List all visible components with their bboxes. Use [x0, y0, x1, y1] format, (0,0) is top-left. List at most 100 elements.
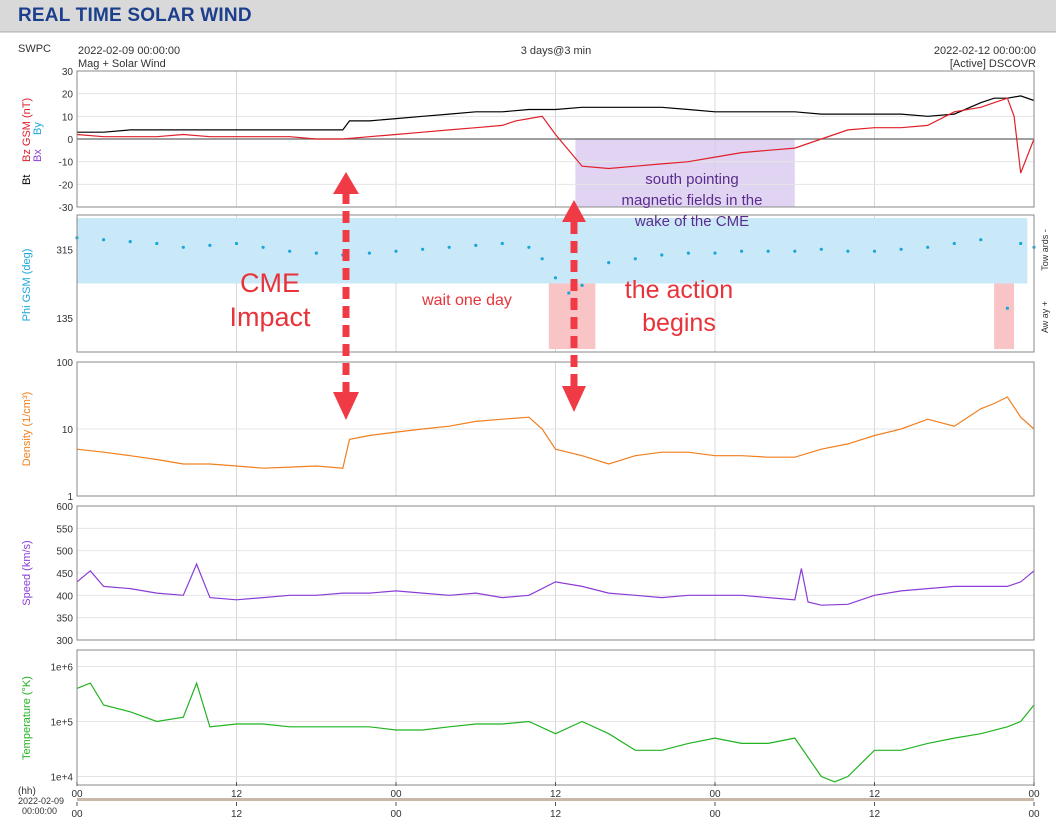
- annot-cme-line1: CME: [240, 268, 300, 298]
- mag-ytick: -10: [59, 158, 74, 169]
- bt-line: [77, 95, 1035, 133]
- xtick-top: 00: [71, 789, 83, 800]
- phi-point: [952, 241, 956, 246]
- density-ytick: 10: [62, 425, 74, 436]
- impact-arrow: [333, 172, 359, 420]
- phi-point: [314, 251, 318, 255]
- temp-ytick: 1e+5: [50, 718, 73, 729]
- phi-point: [872, 249, 877, 253]
- annot-south-line3: wake of the CME: [634, 213, 749, 230]
- annot-cme-line2: Impact: [229, 302, 311, 332]
- temp-ytick: 1e+6: [50, 663, 73, 674]
- annotations: CME Impact wait one day the action begin…: [229, 171, 762, 420]
- xaxis-label: (hh): [18, 786, 36, 797]
- xtick-bottom: 12: [550, 809, 562, 820]
- xtick-bottom: 12: [869, 809, 881, 820]
- phi-point: [607, 261, 611, 265]
- xaxis-date: 2022-02-09: [18, 796, 64, 806]
- phi-point: [633, 257, 637, 261]
- mag-ytick: 20: [62, 90, 74, 101]
- phi-point: [766, 249, 770, 253]
- xtick-top: 12: [869, 789, 881, 800]
- density-line: [76, 396, 1035, 469]
- xtick-top: 00: [390, 789, 402, 800]
- ylabel-phi: Phi GSM (deg): [21, 249, 33, 322]
- phi-point: [474, 243, 478, 247]
- panel-frame-1: [76, 214, 1035, 353]
- phi-point: [181, 245, 185, 249]
- phi-ytick: 315: [56, 245, 73, 256]
- phi-point: [421, 247, 425, 251]
- xtick-top: 12: [550, 789, 562, 800]
- phi-point: [102, 238, 106, 242]
- phi-point: [394, 249, 398, 253]
- xtick-top: 00: [1028, 789, 1040, 800]
- phi-away-label: Aw ay +: [1040, 301, 1050, 333]
- phi-point: [926, 245, 930, 249]
- page-banner: REAL TIME SOLAR WIND: [0, 0, 1056, 32]
- density-ytick: 100: [56, 358, 73, 369]
- bz-south-shade: [575, 139, 795, 207]
- phi-point: [367, 251, 371, 255]
- phi-point: [540, 257, 544, 261]
- xtick-top: 12: [231, 789, 243, 800]
- xtick-top: 00: [709, 789, 721, 800]
- annot-action-line2: begins: [642, 309, 716, 337]
- xtick-bottom: 00: [390, 809, 402, 820]
- phi-point: [567, 291, 571, 295]
- xtick-bottom: 00: [71, 809, 83, 820]
- phi-point: [208, 243, 212, 247]
- panel-axes: 3020100-10-20-30315135100101600550500450…: [50, 67, 1040, 820]
- phi-point: [288, 249, 292, 253]
- ylabel-temperature: Temperature (°K): [21, 676, 33, 760]
- speed-ytick: 450: [56, 569, 73, 580]
- phi-point: [793, 249, 797, 253]
- mag-ytick: -30: [59, 203, 74, 214]
- xtick-bottom: 12: [231, 809, 243, 820]
- phi-point: [713, 251, 717, 255]
- panel-frame-0: [76, 70, 1035, 208]
- page-title: REAL TIME SOLAR WIND: [18, 5, 252, 26]
- temperature-line: [76, 681, 1035, 783]
- phi-point: [686, 251, 691, 255]
- header-span: 3 days@3 min: [521, 45, 591, 57]
- speed-ytick: 300: [56, 636, 73, 647]
- phi-point: [979, 238, 983, 242]
- phi-point: [261, 245, 265, 249]
- header-product: Mag + Solar Wind: [78, 58, 166, 70]
- speed-ytick: 600: [56, 502, 73, 513]
- speed-ytick: 500: [56, 547, 73, 558]
- xtick-bottom: 00: [1028, 809, 1040, 820]
- annot-south-line1: south pointing: [645, 171, 738, 188]
- header-status: [Active] DSCOVR: [950, 58, 1036, 70]
- phi-point: [1019, 241, 1023, 246]
- phi-towards-band: [77, 218, 1028, 284]
- phi-point: [846, 249, 850, 253]
- panel-backgrounds: [77, 71, 1034, 785]
- ylabel-bx: Bx: [32, 149, 44, 162]
- ylabel-bt: Bt: [21, 175, 33, 185]
- phi-ytick: 135: [56, 314, 73, 325]
- xaxis-time: 00:00:00: [22, 806, 57, 816]
- ylabel-density: Density (1/cm³): [21, 392, 33, 467]
- phi-towards-label: Tow ards -: [1040, 229, 1050, 271]
- xtick-bottom: 00: [709, 809, 721, 820]
- phi-point: [580, 283, 584, 287]
- annot-south-line2: magnetic fields in the: [622, 192, 763, 209]
- phi-point: [447, 245, 451, 249]
- panel-frame-2: [76, 361, 1035, 497]
- phi-point: [740, 249, 744, 253]
- phi-point: [527, 245, 531, 249]
- annot-action-line1: the action: [625, 276, 733, 304]
- header-source: SWPC: [18, 43, 51, 55]
- phi-point: [128, 240, 132, 244]
- phi-point: [819, 247, 823, 251]
- phi-point: [899, 247, 903, 251]
- annot-wait: wait one day: [421, 292, 512, 309]
- mag-ytick: -20: [59, 180, 74, 191]
- density-ytick: 1: [67, 492, 73, 503]
- mag-ytick: 30: [62, 67, 74, 78]
- ylabel-speed: Speed (km/s): [21, 540, 33, 605]
- action-arrow: [562, 200, 586, 412]
